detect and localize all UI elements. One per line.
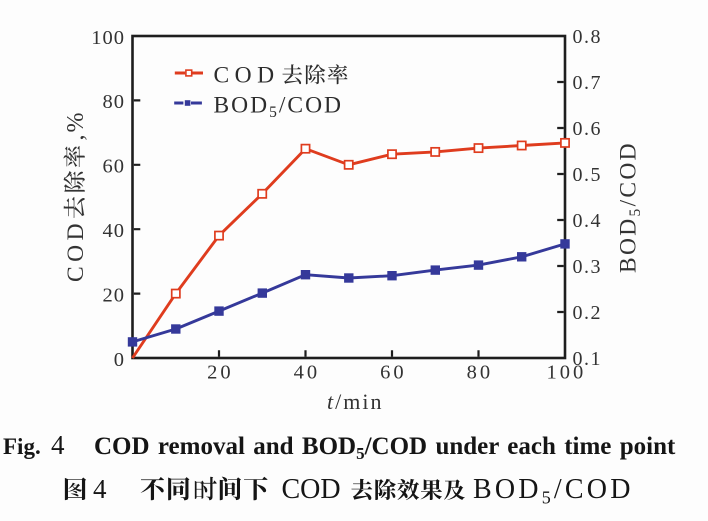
svg-text:0.5: 0.5 <box>573 164 603 186</box>
svg-text:80: 80 <box>467 362 494 384</box>
svg-text:20: 20 <box>207 362 234 384</box>
svg-text:100: 100 <box>547 362 587 384</box>
svg-text:,%: ,% <box>63 111 89 141</box>
svg-text:Fig.: Fig. <box>3 434 41 459</box>
svg-text:BOD5/COD: BOD5/COD <box>473 474 634 508</box>
svg-text:0.1: 0.1 <box>573 348 603 370</box>
svg-text:20: 20 <box>103 284 126 306</box>
svg-text:0: 0 <box>114 349 125 371</box>
svg-text:BOD5/COD: BOD5/COD <box>616 141 645 273</box>
svg-text:60: 60 <box>380 362 407 384</box>
svg-text:0.6: 0.6 <box>573 118 603 140</box>
svg-text:0.4: 0.4 <box>573 210 603 232</box>
svg-text:COD removal and BOD5/COD under: COD removal and BOD5/COD under each time… <box>94 433 676 463</box>
svg-text:BOD5/COD: BOD5/COD <box>214 93 344 122</box>
svg-text:40: 40 <box>103 220 126 242</box>
svg-text:COD: COD <box>63 219 89 282</box>
svg-text:4: 4 <box>51 430 65 460</box>
svg-text:0.3: 0.3 <box>573 256 603 278</box>
svg-text:80: 80 <box>103 91 126 113</box>
svg-text:4: 4 <box>93 474 107 504</box>
svg-text:COD: COD <box>282 474 341 505</box>
svg-text:100: 100 <box>91 27 125 49</box>
svg-text:0.8: 0.8 <box>573 26 603 48</box>
svg-text:t/min: t/min <box>327 389 383 414</box>
svg-text:40: 40 <box>294 362 321 384</box>
svg-text:0.2: 0.2 <box>573 302 603 324</box>
svg-text:0.7: 0.7 <box>573 72 603 94</box>
svg-text:60: 60 <box>103 156 126 178</box>
svg-text:COD: COD <box>214 63 280 89</box>
